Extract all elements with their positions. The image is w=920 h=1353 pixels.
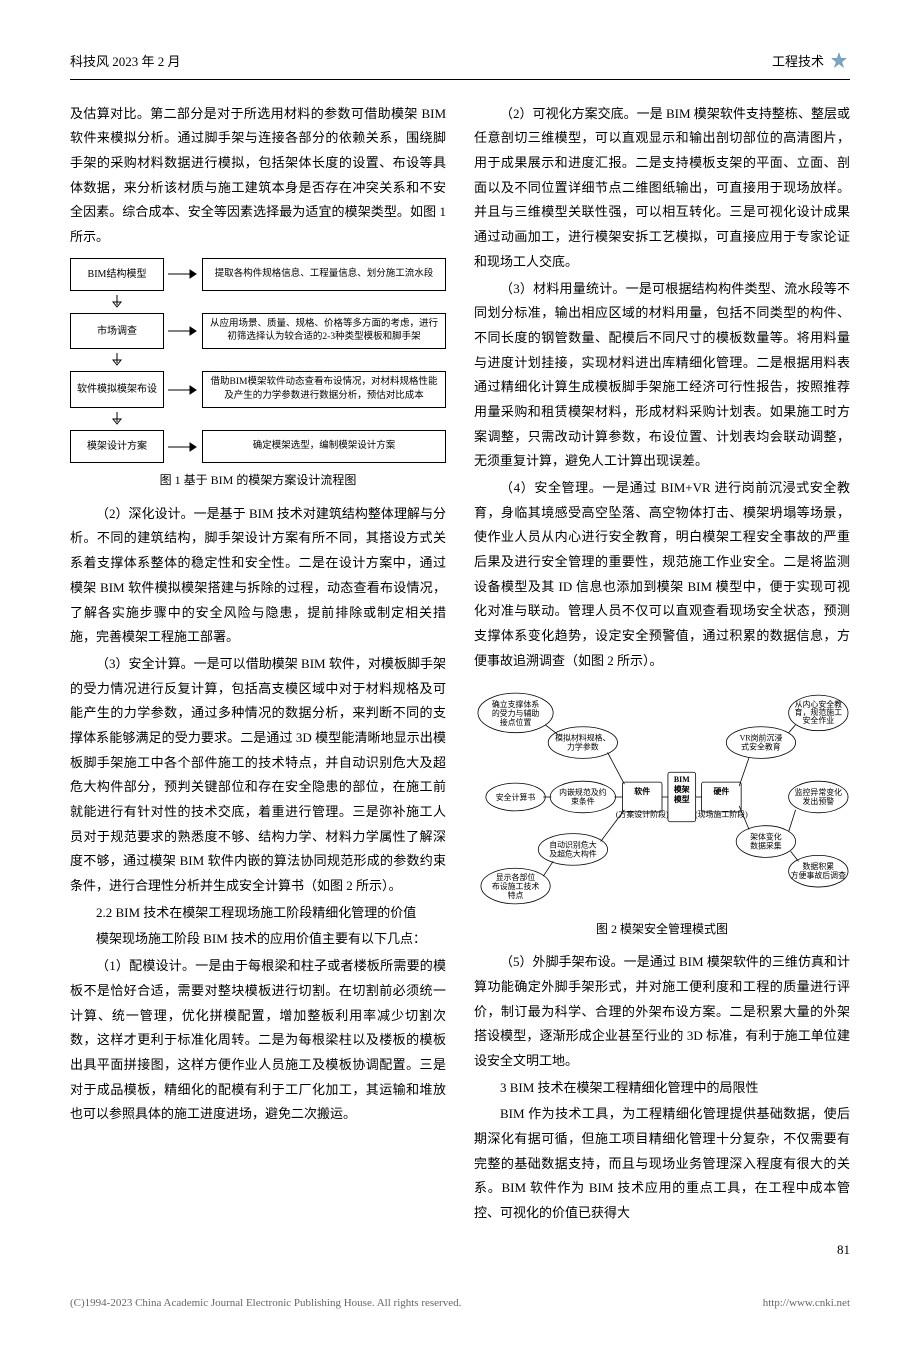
arrow-right-icon [164,371,202,408]
safety-management-diagram: .et{font-size:8px;font-family:SimSun;}.e… [474,682,850,912]
figure1-caption: 图 1 基于 BIM 的模架方案设计流程图 [70,469,446,492]
svg-text:硬件: 硬件 [713,786,729,796]
footer-url: http://www.cnki.net [763,1293,850,1314]
flow-row-1: BIM结构模型 提取各构件规格信息、工程量信息、划分施工流水段 [70,258,446,291]
section-3-title: 3 BIM 技术在模架工程精细化管理中的局限性 [474,1076,850,1101]
flow-row-3: 软件模拟模架布设 借助BIM模架软件动态查看布设情况，对材料规格性能及产生的力学… [70,371,446,408]
svg-text:安全计算书: 安全计算书 [496,791,536,801]
header-right-text: 工程技术 [772,50,824,75]
left-column: 及估算对比。第二部分是对于所选用材料的参数可借助模架 BIM 软件来模拟分析。通… [70,102,446,1263]
col2-para3: （4）安全管理。一是通过 BIM+VR 进行岗前沉浸式安全教育，身临其境感受高空… [474,476,850,674]
page-footer: (C)1994-2023 China Academic Journal Elec… [70,1293,850,1314]
flow-desc-4: 确定模架选型，编制模架设计方案 [202,430,446,463]
flow-row-4: 模架设计方案 确定模架选型，编制模架设计方案 [70,430,446,463]
header-right: 工程技术 [772,50,850,75]
page-header: 科技风 2023 年 2 月 工程技术 [70,50,850,80]
svg-text:从内心安全教育，规范施工安全作业: 从内心安全教育，规范施工安全作业 [795,698,843,724]
flow-box-bim: BIM结构模型 [70,258,164,291]
figure2-caption: 图 2 模架安全管理模式图 [474,918,850,941]
col2-para4: （5）外脚手架布设。一是通过 BIM 模架软件的三维仿真和计算功能确定外脚手架形… [474,950,850,1073]
col1-para4: 模架现场施工阶段 BIM 技术的应用价值主要有以下几点： [70,927,446,952]
svg-text:(现场施工阶段): (现场施工阶段) [695,808,748,818]
svg-text:VR岗前沉浸式安全教育: VR岗前沉浸式安全教育 [740,732,783,751]
col2-para5: BIM 作为技术工具，为工程精细化管理提供基础数据，使后期深化有据可循，但施工项… [474,1102,850,1225]
content-columns: 及估算对比。第二部分是对于所选用材料的参数可借助模架 BIM 软件来模拟分析。通… [70,102,850,1263]
svg-text:软件: 软件 [634,786,650,796]
col1-para1: 及估算对比。第二部分是对于所选用材料的参数可借助模架 BIM 软件来模拟分析。通… [70,102,446,250]
figure2-diagram: .et{font-size:8px;font-family:SimSun;}.e… [474,682,850,912]
arrow-right-icon [164,258,202,291]
svg-text:显示各部位布设施工技术特点: 显示各部位布设施工技术特点 [492,872,540,900]
journal-logo-icon [828,51,850,73]
flow-desc-2: 从应用场景、质量、规格、价格等多方面的考虑，进行初筛选择认为较合适的2-3种类型… [202,313,446,350]
arrow-right-icon [164,430,202,463]
col2-para1: （2）可视化方案交底。一是 BIM 模架软件支持整栋、整层或任意剖切三维模型，可… [474,102,850,275]
svg-text:模拟材料规格、力学参数: 模拟材料规格、力学参数 [555,732,610,751]
col2-para2: （3）材料用量统计。一是可根据结构构件类型、流水段等不同划分标准，输出相应区域的… [474,277,850,475]
col1-para2: （2）深化设计。一是基于 BIM 技术对建筑结构整体理解与分析。不同的建筑结构，… [70,502,446,650]
figure1-flowchart: BIM结构模型 提取各构件规格信息、工程量信息、划分施工流水段 市场调查 从应用… [70,258,446,463]
arrow-right-icon [164,313,202,350]
svg-text:数据积累方便事故后调查: 数据积累方便事故后调查 [791,861,846,880]
svg-text:自动识别危大及超危大构件: 自动识别危大及超危大构件 [549,839,597,858]
header-left: 科技风 2023 年 2 月 [70,50,181,75]
flow-box-sim: 软件模拟模架布设 [70,371,164,408]
footer-copyright: (C)1994-2023 China Academic Journal Elec… [70,1293,461,1314]
flow-row-2: 市场调查 从应用场景、质量、规格、价格等多方面的考虑，进行初筛选择认为较合适的2… [70,313,446,350]
section-2-2-title: 2.2 BIM 技术在模架工程现场施工阶段精细化管理的价值 [70,901,446,926]
arrow-down-icon [70,351,446,369]
col1-para3: （3）安全计算。一是可以借助模架 BIM 软件，对模板脚手架的受力情况进行反复计… [70,652,446,899]
right-column: （2）可视化方案交底。一是 BIM 模架软件支持整栋、整层或任意剖切三维模型，可… [474,102,850,1263]
col1-para5: （1）配模设计。一是由于每根梁和柱子或者楼板所需要的模板不是恰好合适，需要对整块… [70,954,446,1127]
arrow-down-icon [70,410,446,428]
flow-desc-3: 借助BIM模架软件动态查看布设情况，对材料规格性能及产生的力学参数进行数据分析，… [202,371,446,408]
svg-text:确立支撑体系的受力与辅助接点位置: 确立支撑体系的受力与辅助接点位置 [492,698,540,726]
svg-text:监控异常变化发出预警: 监控异常变化发出预警 [795,787,843,806]
svg-text:内嵌规范及约束条件: 内嵌规范及约束条件 [559,787,607,806]
svg-text:BIM模架模型: BIM模架模型 [674,775,690,804]
arrow-down-icon [70,293,446,311]
flow-box-market: 市场调查 [70,313,164,350]
svg-text:架体变化数据采集: 架体变化数据采集 [750,831,782,850]
page-number: 81 [474,1238,850,1263]
flow-desc-1: 提取各构件规格信息、工程量信息、划分施工流水段 [202,258,446,291]
flow-box-scheme: 模架设计方案 [70,430,164,463]
